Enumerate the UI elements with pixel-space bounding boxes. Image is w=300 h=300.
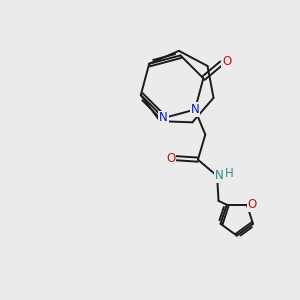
Text: O: O xyxy=(166,152,175,165)
Text: N: N xyxy=(159,112,168,124)
Text: N: N xyxy=(190,103,200,116)
Text: O: O xyxy=(222,55,232,68)
Text: N: N xyxy=(215,169,224,182)
Text: O: O xyxy=(248,198,257,211)
Text: H: H xyxy=(225,167,234,180)
